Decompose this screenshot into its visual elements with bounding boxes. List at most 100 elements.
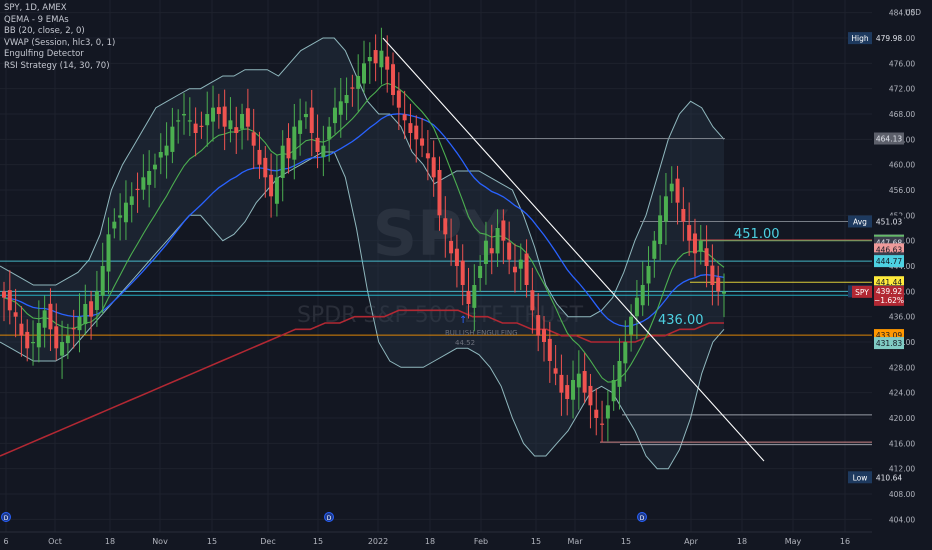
candle-body — [77, 316, 82, 331]
candle-body — [698, 240, 703, 252]
candle-body — [338, 101, 343, 115]
candle-body — [460, 260, 465, 285]
candle-body — [483, 240, 488, 264]
candle-body — [60, 342, 65, 356]
candle-body — [379, 50, 384, 68]
level-badge-value: 433.09 — [876, 331, 902, 340]
legend-symbol[interactable]: SPY, 1D, AMEX — [4, 3, 67, 13]
candle-body — [594, 409, 599, 418]
y-tick-label: 484.00 — [889, 9, 915, 18]
candle-body — [449, 240, 454, 254]
legend-vwap[interactable]: VWAP (Session, hlc3, 0, 1) — [4, 37, 116, 48]
candle-body — [152, 164, 157, 170]
candle-body — [234, 127, 239, 133]
candle-body — [402, 114, 407, 121]
x-tick-label: 15 — [313, 537, 323, 546]
candle-body — [658, 215, 663, 245]
spy-tag-bg — [852, 285, 872, 298]
candle-body — [443, 218, 448, 235]
candle-body — [31, 342, 36, 344]
legend-bb[interactable]: BB (20, close, 2, 0) — [4, 26, 85, 37]
x-tick-label: 15 — [531, 537, 541, 546]
engulf-label-2: 44.52 — [455, 339, 475, 347]
bb-fill — [0, 38, 724, 469]
candle-body — [512, 266, 517, 273]
avg-badge-bg — [874, 215, 904, 228]
legend-qema[interactable]: QEMA - 9 EMAs — [4, 14, 69, 25]
candle-body — [123, 202, 128, 223]
x-tick-label: 6 — [3, 537, 8, 546]
level-badge-value: 441.44 — [876, 278, 902, 287]
candle-body — [605, 405, 610, 419]
candle-body — [135, 188, 140, 191]
candle-body — [42, 310, 47, 328]
bb-upper — [0, 37, 725, 318]
candle-body — [129, 196, 134, 205]
candle-body — [269, 174, 274, 197]
candle-body — [611, 380, 616, 402]
y-tick-label: 436.00 — [889, 313, 915, 322]
y-tick-label: 416.00 — [889, 439, 915, 448]
candle-body — [332, 107, 337, 124]
avg-tag-label: Avg — [853, 217, 867, 226]
candle-body — [681, 208, 686, 222]
candle-body — [571, 380, 576, 400]
candle-body — [547, 338, 552, 361]
candle-body — [634, 297, 639, 317]
bollinger-bands — [0, 37, 725, 470]
x-tick-label: 15 — [621, 537, 631, 546]
dividend-event-icon[interactable] — [637, 512, 647, 522]
candle-body — [431, 157, 436, 178]
candle-body — [722, 291, 726, 294]
candle-body — [414, 125, 419, 140]
trendline[interactable] — [382, 37, 765, 462]
y-tick-label: 408.00 — [889, 490, 915, 499]
currency-label: USD — [905, 8, 921, 17]
candlesticks — [2, 27, 726, 443]
time-axis[interactable]: 6 Oct 18 Nov 15 Dec 15 2022 18 Feb 15 Mar 15 Apr 18 May… — [0, 531, 932, 550]
candle-body — [89, 301, 94, 317]
candle-body — [396, 90, 401, 108]
ema-green-line — [3, 82, 725, 383]
candle-body — [164, 145, 169, 156]
annotations: 451.00 436.00 BULLISH ENGULFING 44.52 ↑ — [445, 227, 780, 347]
candle-body — [54, 326, 59, 349]
low-badge-value: 410.64 — [876, 473, 902, 482]
candle-body — [25, 331, 30, 349]
dividend-event-icon[interactable] — [1, 512, 11, 522]
candle-body — [687, 225, 692, 241]
downtrend-line[interactable] — [382, 37, 765, 462]
x-tick-label: 18 — [737, 537, 747, 546]
candle-body — [710, 265, 715, 285]
bb-lower — [0, 151, 725, 470]
level-badge-value: 444.77 — [876, 257, 902, 266]
candle-body — [7, 290, 12, 311]
candle-body — [582, 371, 587, 393]
candle-body — [187, 120, 192, 122]
candle-body — [646, 266, 651, 284]
candle-body — [19, 323, 24, 336]
candle-body — [205, 114, 210, 126]
candle-body — [391, 64, 396, 95]
level-badge-value: 464.13 — [876, 135, 902, 144]
x-tick-label: May — [785, 537, 802, 546]
level-badge-bg — [874, 337, 904, 350]
watermark-name: SPDR S&P 500 ETF TRUST — [297, 303, 584, 328]
candle-body — [71, 328, 76, 330]
x-tick-label: 18 — [105, 537, 115, 546]
candle-body — [663, 196, 668, 222]
candle-body — [408, 123, 413, 133]
dividend-event-icon[interactable] — [324, 512, 334, 522]
candle-body — [652, 240, 657, 259]
y-tick-label: 420.00 — [889, 414, 915, 423]
candle-body — [13, 312, 18, 317]
legend-engulfing[interactable]: Engulfing Detector — [4, 49, 84, 60]
candle-body — [420, 138, 425, 146]
spy-change: −1.62% — [874, 296, 904, 305]
arrow-up-icon: ↑ — [459, 315, 467, 326]
legend-rsi[interactable]: RSI Strategy (14, 30, 70) — [4, 60, 110, 71]
y-tick-label: 412.00 — [889, 465, 915, 474]
level-badge-bg — [874, 255, 904, 268]
